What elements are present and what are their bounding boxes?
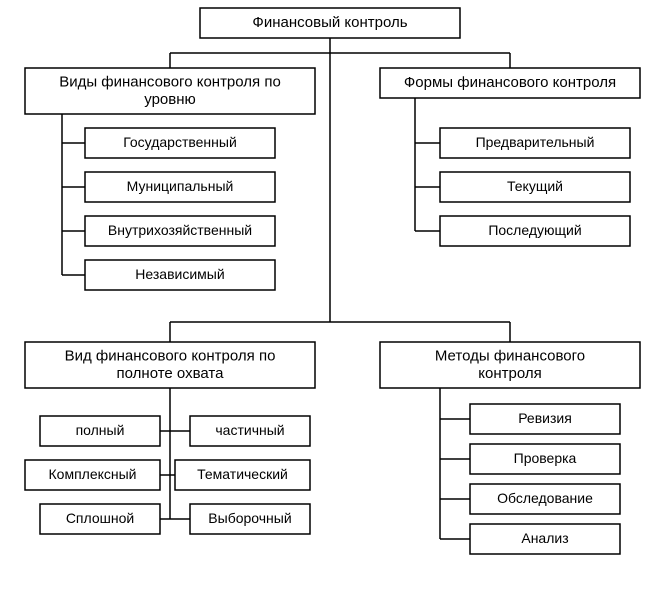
h2-item-1-label: Текущий bbox=[507, 178, 563, 194]
root-node-label: Финансовый контроль bbox=[252, 14, 407, 31]
h3-left-item-1-label: Комплексный bbox=[49, 466, 137, 482]
h1-item-3-label: Независимый bbox=[135, 266, 224, 282]
flowchart-canvas: Финансовый контроль Виды финансового конт… bbox=[0, 0, 660, 609]
h4-item-2-label: Обследование bbox=[497, 490, 593, 506]
h4-item-0-label: Ревизия bbox=[518, 410, 572, 426]
h2-item-0-label: Предварительный bbox=[476, 134, 595, 150]
h3-right-item-1-label: Тематический bbox=[197, 466, 288, 482]
h3-left-item-0-label: полный bbox=[76, 422, 125, 438]
h2-item-2-label: Последующий bbox=[488, 222, 581, 238]
h3-right-item-0-label: частичный bbox=[215, 422, 284, 438]
h3-left-item-2-label: Сплошной bbox=[66, 510, 134, 526]
header-4-label: контроля bbox=[478, 365, 541, 382]
header-1-label: Виды финансового контроля по bbox=[59, 74, 281, 91]
h4-item-3-label: Анализ bbox=[521, 530, 568, 546]
header-3-label: полноте охвата bbox=[117, 365, 225, 382]
header-3-label: Вид финансового контроля по bbox=[65, 348, 276, 365]
header-4-label: Методы финансового bbox=[435, 348, 585, 365]
h1-item-0-label: Государственный bbox=[123, 134, 237, 150]
h4-item-1-label: Проверка bbox=[514, 450, 577, 466]
h1-item-1-label: Муниципальный bbox=[127, 178, 234, 194]
h3-right-item-2-label: Выборочный bbox=[208, 510, 291, 526]
h1-item-2-label: Внутрихозяйственный bbox=[108, 222, 252, 238]
header-1-label: уровню bbox=[144, 91, 196, 108]
header-2-label: Формы финансового контроля bbox=[404, 74, 616, 91]
